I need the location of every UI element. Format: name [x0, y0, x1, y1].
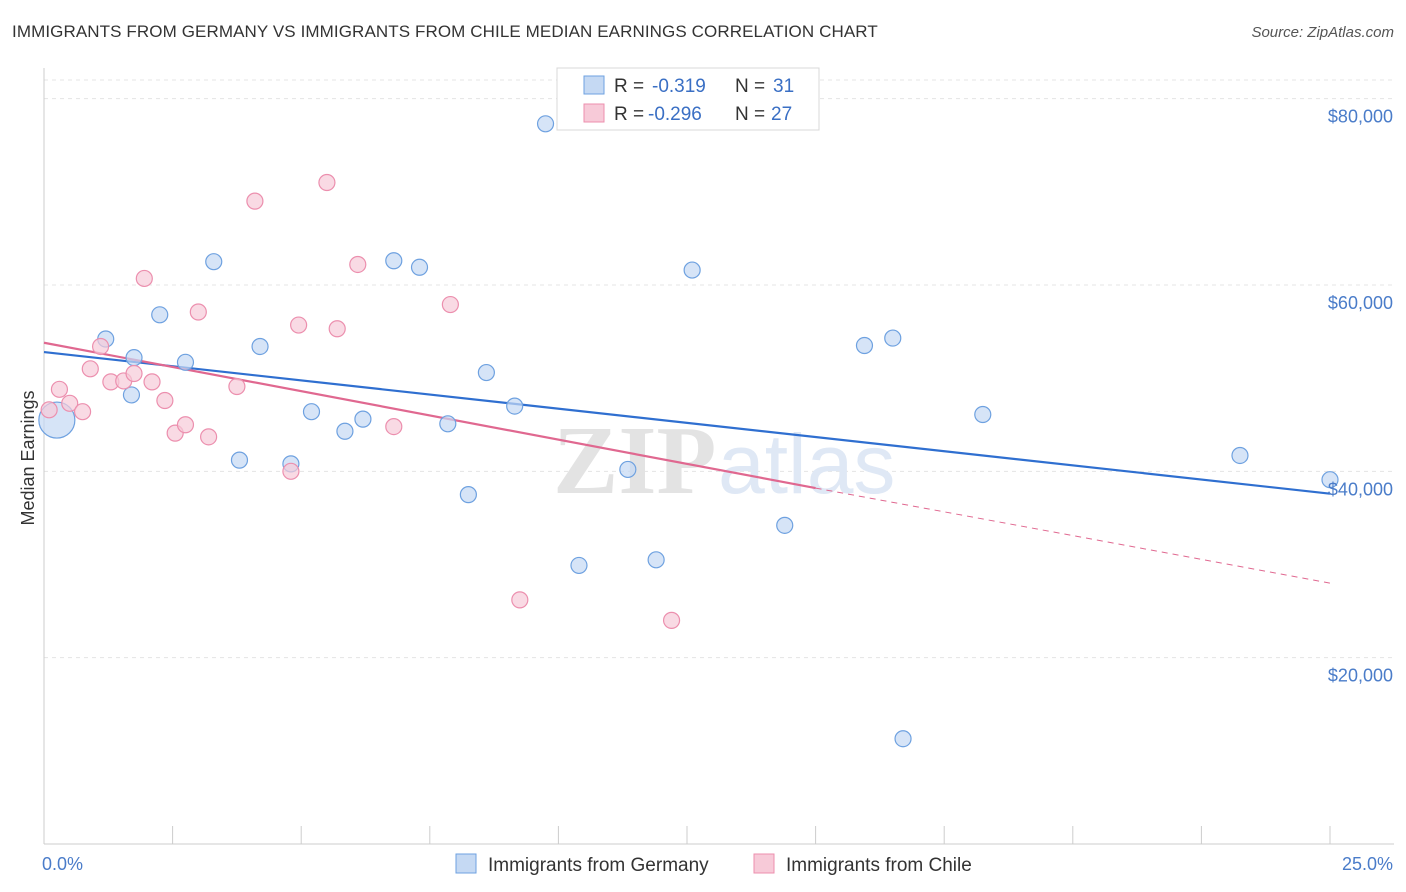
point-series-0-18 [506, 397, 524, 415]
legend-n-value-chile: 27 [771, 104, 792, 125]
point-series-1-21 [328, 320, 346, 338]
legend-r-label-germany: R = [614, 76, 644, 97]
point-series-1-9 [135, 269, 153, 288]
point-series-1-5 [91, 337, 110, 356]
point-series-1-13 [176, 416, 195, 434]
point-series-1-1 [50, 380, 69, 398]
y-tick-label-3: $80,000 [1328, 107, 1393, 127]
point-series-0-3 [122, 386, 141, 404]
point-series-0-19 [536, 115, 555, 133]
point-series-0-15 [439, 415, 457, 433]
point-series-0-4 [151, 306, 169, 324]
bottom-legend-swatch-germany [455, 853, 477, 874]
point-series-0-8 [251, 337, 269, 356]
point-series-1-4 [81, 360, 99, 378]
point-series-1-8 [125, 364, 143, 383]
point-series-1-23 [385, 417, 403, 436]
axes [43, 68, 1394, 845]
legend-n-label-chile: N = [735, 104, 765, 125]
point-series-0-21 [619, 460, 637, 479]
legend-n-label-germany: N = [735, 76, 765, 97]
bottom-legend-swatch-chile [753, 853, 775, 874]
x-tick-label-0: 0.0% [42, 854, 83, 874]
legend-swatch-chile [583, 103, 605, 123]
grid-lines [44, 79, 1394, 659]
point-series-0-29 [1231, 446, 1249, 465]
point-series-0-16 [459, 486, 477, 504]
point-series-0-28 [974, 405, 992, 424]
point-series-0-24 [776, 516, 794, 534]
point-series-1-11 [156, 391, 174, 410]
legend-r-value-chile: -0.296 [648, 104, 702, 125]
point-series-0-12 [354, 410, 372, 428]
point-series-1-17 [246, 192, 264, 210]
series-legend: Immigrants from Germany Immigrants from … [455, 853, 972, 876]
point-series-0-22 [647, 551, 665, 569]
y-axis-label: Median Earnings [18, 390, 38, 525]
chart-title: IMMIGRANTS FROM GERMANY VS IMMIGRANTS FR… [12, 22, 878, 41]
point-series-1-22 [349, 255, 367, 274]
point-series-1-15 [200, 428, 218, 446]
point-series-0-25 [855, 336, 874, 355]
point-series-1-16 [228, 377, 246, 396]
point-series-0-23 [683, 261, 701, 279]
point-series-0-13 [385, 252, 403, 270]
point-series-0-26 [884, 329, 902, 347]
point-series-0-14 [410, 258, 429, 276]
trend-line-series-1 [43, 341, 816, 490]
watermark-zip: ZIP [553, 407, 716, 515]
point-series-1-26 [662, 611, 681, 629]
legend-r-value-germany: -0.319 [652, 76, 706, 97]
stats-legend: R = -0.319 N = 31 R = -0.296 N = 27 [556, 67, 820, 131]
source-credit: Source: ZipAtlas.com [1251, 24, 1394, 41]
bottom-legend-label-germany: Immigrants from Germany [488, 855, 709, 876]
point-series-1-3 [73, 403, 92, 421]
point-series-1-0 [40, 401, 58, 419]
point-series-0-30 [1321, 471, 1339, 489]
trend-lines [43, 341, 1331, 584]
data-points [38, 115, 1339, 748]
point-series-0-27 [894, 730, 912, 748]
point-series-0-20 [570, 556, 588, 575]
point-series-1-24 [441, 295, 459, 314]
trend-line-series-0 [43, 350, 1331, 495]
y-tick-labels: $20,000 $40,000 $60,000 $80,000 [1328, 107, 1393, 686]
point-series-0-11 [336, 422, 354, 440]
point-series-0-6 [205, 253, 223, 271]
point-series-0-5 [176, 353, 195, 371]
point-series-1-25 [511, 591, 529, 609]
point-series-1-19 [290, 316, 308, 334]
point-series-1-14 [189, 303, 207, 321]
legend-r-label-chile: R = [614, 104, 644, 125]
point-series-1-20 [318, 173, 336, 192]
point-series-0-2 [125, 349, 143, 367]
point-series-0-10 [302, 403, 321, 421]
y-tick-label-0: $20,000 [1328, 666, 1393, 686]
legend-swatch-germany [583, 75, 605, 95]
point-series-1-10 [143, 373, 161, 391]
y-tick-label-2: $60,000 [1328, 293, 1393, 313]
x-tick-labels: 0.0% 25.0% [42, 854, 1393, 874]
point-series-1-2 [61, 394, 79, 412]
trend-line-extension-series-1 [815, 487, 1331, 584]
point-series-0-7 [230, 451, 249, 469]
bottom-legend-label-chile: Immigrants from Chile [786, 855, 972, 876]
watermark-atlas: atlas [718, 417, 895, 511]
point-series-1-18 [282, 462, 300, 480]
legend-n-value-germany: 31 [773, 76, 794, 97]
x-tick-label-1: 25.0% [1342, 854, 1393, 874]
point-series-0-17 [477, 363, 495, 382]
y-tick-label-1: $40,000 [1328, 479, 1393, 499]
